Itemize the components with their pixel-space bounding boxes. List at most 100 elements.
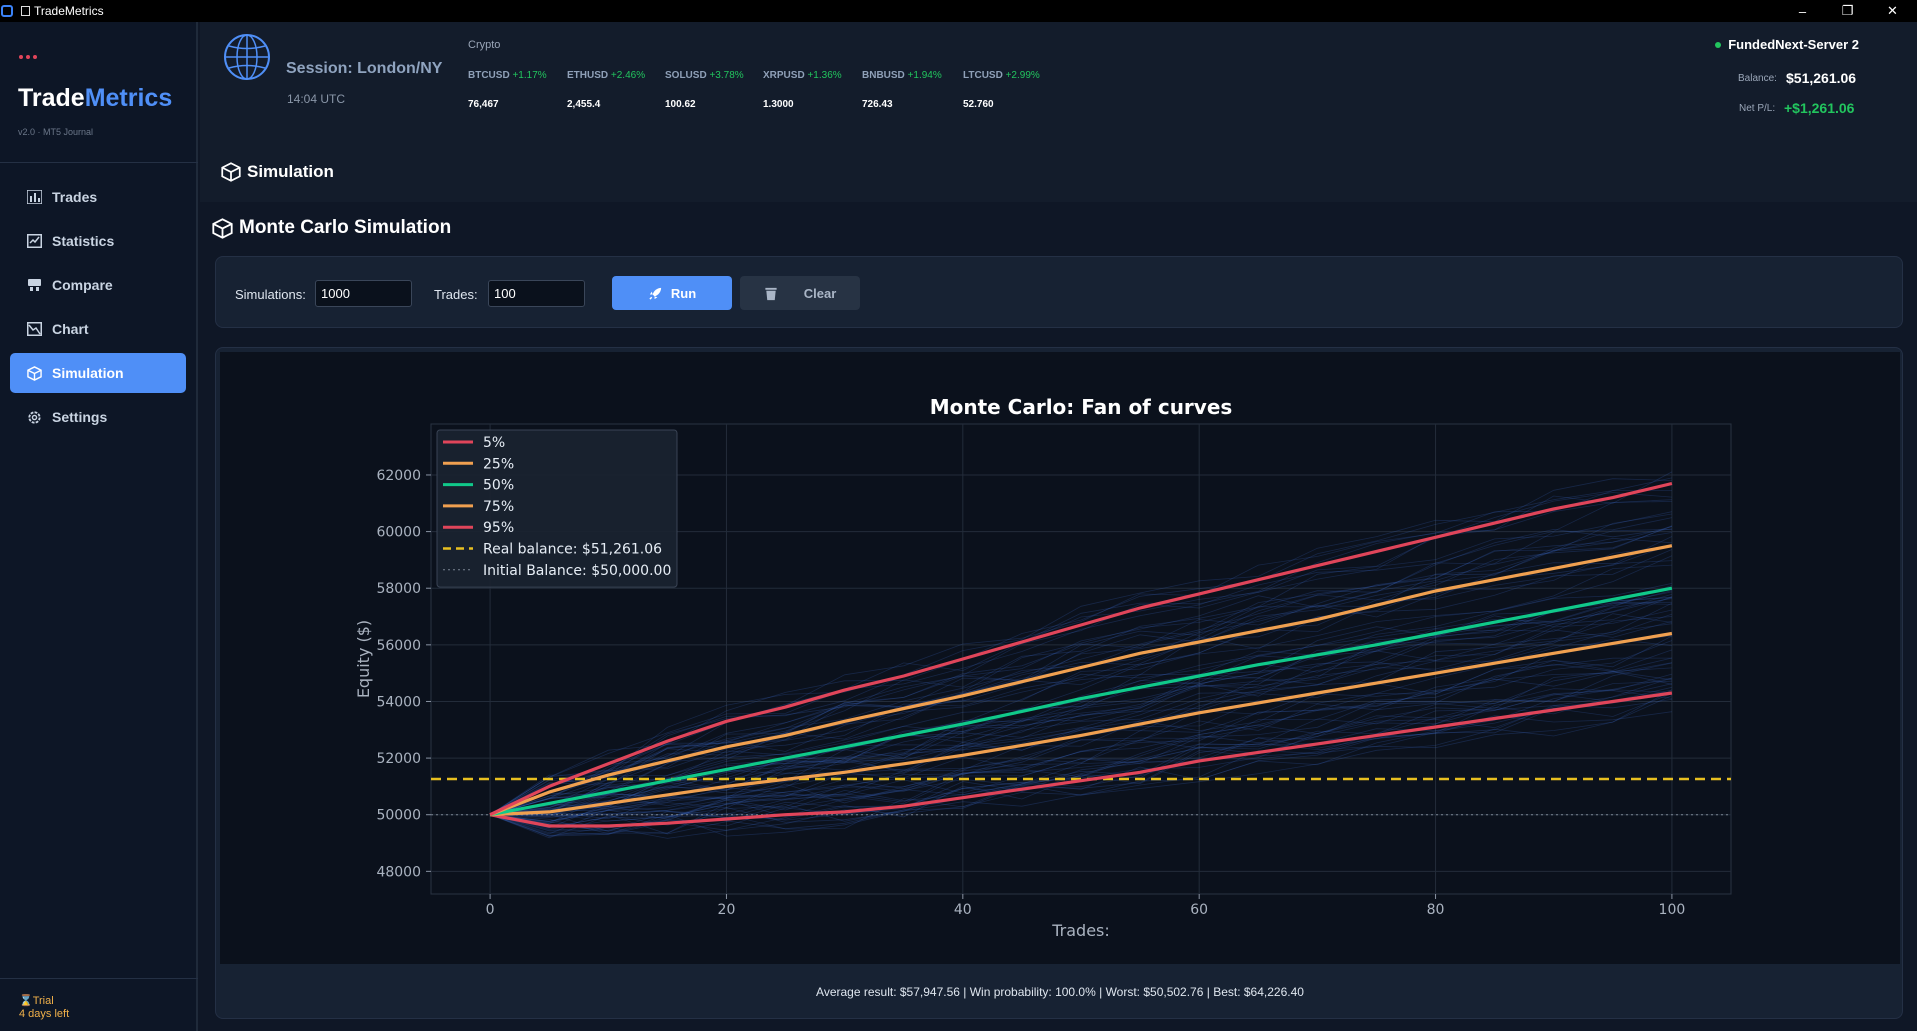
crypto-label: Crypto [468, 39, 501, 51]
simulation-path [490, 680, 1672, 818]
rocket-icon [649, 287, 661, 300]
sidebar-item-simulation[interactable]: Simulation [10, 353, 186, 393]
status-dots [19, 55, 37, 59]
simulation-path [489, 525, 1673, 816]
sidebar-item-label: Simulation [52, 365, 124, 381]
simulation-path [490, 640, 1673, 828]
simulation-path [490, 662, 1672, 820]
monte-carlo-chart: 0 20 40 60 80 100 48000 50000 52000 54000 56000 580… [220, 352, 1900, 964]
clear-button[interactable]: Clear [740, 276, 860, 310]
restore-button[interactable]: ❐ [1841, 3, 1854, 18]
simulation-path [489, 477, 1672, 816]
x-tick-label: 80 [1427, 902, 1445, 918]
y-tick-label: 60000 [376, 525, 421, 541]
legend-label: 25% [483, 456, 514, 472]
simulation-path [490, 620, 1673, 816]
simulation-path [490, 613, 1673, 816]
simulation-path [489, 598, 1672, 816]
percentile-line [490, 631, 1673, 817]
simulation-path [490, 689, 1672, 832]
simulation-path [490, 613, 1672, 816]
session-time: 14:04 UTC [287, 92, 346, 106]
simulation-path [490, 555, 1673, 816]
simulation-path [489, 511, 1672, 816]
simulation-path [489, 528, 1672, 816]
cube-icon [221, 162, 241, 182]
y-tick-label: 56000 [376, 638, 421, 654]
sidebar-item-label: Trades [52, 189, 98, 205]
sidebar-item-settings[interactable]: Settings [10, 397, 186, 437]
trades-input[interactable] [488, 280, 585, 307]
pl-value: +$1,261.06 [1784, 100, 1855, 116]
simulation-path [489, 499, 1672, 816]
simulation-path [489, 670, 1672, 835]
page-title: Simulation [221, 162, 334, 182]
simulation-path [489, 501, 1672, 816]
simulation-controls: Simulations: Trades: Run Clear [215, 256, 1903, 328]
ticker-symbol: BTCUSD +1.17% [468, 70, 547, 81]
y-tick-label: 58000 [376, 581, 421, 597]
y-tick-label: 62000 [376, 468, 421, 484]
version-label: v2.0 · MT5 Journal [18, 127, 94, 137]
legend-label: 5% [483, 435, 505, 451]
ticker-symbol: SOLUSD +3.78% [665, 70, 744, 81]
simulation-path [490, 663, 1672, 823]
simulations-input[interactable] [315, 280, 412, 307]
simulation-path [489, 492, 1672, 816]
legend-label: 50% [483, 478, 514, 494]
sidebar-item-label: Compare [52, 277, 113, 293]
y-tick-label: 52000 [376, 751, 421, 767]
x-tick-label: 40 [954, 902, 972, 918]
balance-label: Balance: [1738, 73, 1777, 84]
legend-label: 75% [483, 499, 514, 515]
cube-icon [212, 217, 233, 239]
sidebar-item-label: Statistics [52, 233, 115, 249]
ticker-symbol: ETHUSD +2.46% [567, 70, 646, 81]
x-tick-label: 20 [718, 902, 736, 918]
line-chart-icon [26, 321, 42, 337]
legend-box [436, 429, 678, 588]
percentile-line [489, 544, 1673, 817]
ticker-price: 100.62 [665, 99, 696, 110]
simulation-path [490, 638, 1672, 819]
run-button[interactable]: Run [612, 276, 732, 310]
sidebar: TradeMetrics v2.0 · MT5 Journal Trades S… [0, 22, 198, 1031]
sidebar-item-chart[interactable]: Chart [10, 309, 186, 349]
simulations-label: Simulations: [235, 287, 306, 302]
window-icon [21, 6, 30, 16]
simulation-path [489, 677, 1672, 832]
simulation-path [490, 593, 1673, 816]
simulation-path [489, 526, 1673, 816]
status-dot [1715, 41, 1722, 48]
x-tick-label: 0 [486, 902, 495, 918]
simulation-path [490, 609, 1672, 816]
y-axis-label: Equity ($) [354, 620, 373, 698]
x-tick-label: 60 [1190, 902, 1208, 918]
simulation-path [490, 537, 1672, 816]
minimize-button[interactable]: – [1798, 3, 1807, 19]
checklist-icon [26, 233, 42, 249]
simulation-path [489, 546, 1672, 816]
close-button[interactable]: ✕ [1887, 3, 1898, 18]
simulation-path [489, 528, 1672, 816]
chart-title: Monte Carlo: Fan of curves [930, 395, 1233, 419]
y-tick-label: 48000 [376, 864, 421, 880]
bar-chart-icon [26, 189, 42, 205]
simulation-path [489, 671, 1672, 831]
sidebar-item-trades[interactable]: Trades [10, 177, 186, 217]
simulation-summary: Average result: $57,947.56 | Win probabi… [816, 985, 1304, 999]
session-label: Session: London/NY [286, 60, 443, 77]
simulation-path [489, 517, 1672, 816]
gear-icon [26, 409, 42, 425]
ticker-price: 76,467 [468, 99, 499, 110]
sidebar-item-compare[interactable]: Compare [10, 265, 186, 305]
sidebar-item-statistics[interactable]: Statistics [10, 221, 186, 261]
simulation-path [489, 536, 1673, 816]
y-tick-label: 54000 [376, 694, 421, 710]
legend-label: 95% [483, 520, 514, 536]
compare-icon [26, 277, 42, 293]
sidebar-divider [0, 162, 198, 163]
ticker-price: 2,455.4 [567, 99, 601, 110]
pl-label: Net P/L: [1739, 103, 1776, 114]
simulation-path [490, 583, 1672, 816]
